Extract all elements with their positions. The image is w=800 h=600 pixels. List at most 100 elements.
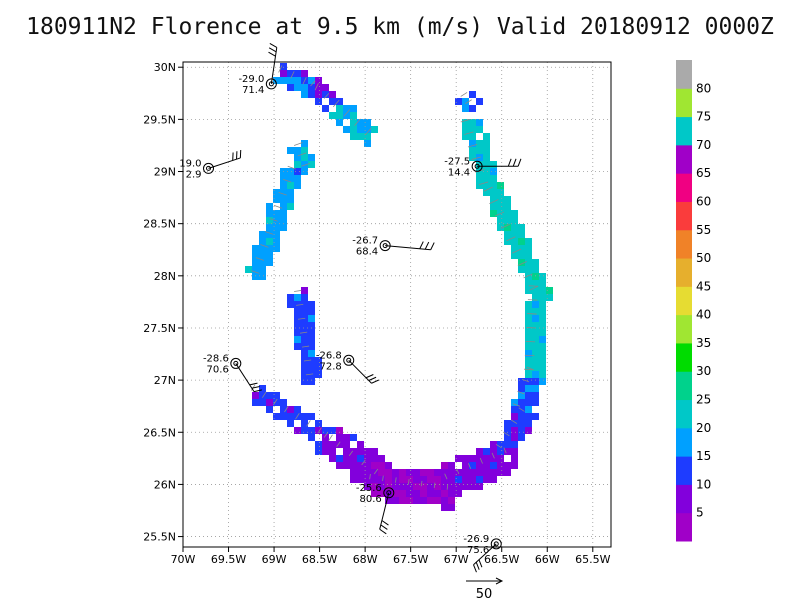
heatmap-cell (448, 504, 455, 511)
wind-arrow (460, 118, 470, 123)
station-marker-inner (205, 165, 211, 171)
station-marker-inner (346, 357, 352, 363)
colorbar-label: 80 (696, 81, 711, 95)
heatmap-cell (497, 189, 504, 196)
wind-arrow (373, 468, 379, 475)
station-barb-flag (249, 382, 258, 386)
heatmap-cell (385, 462, 392, 469)
heatmap-cell (532, 392, 539, 399)
heatmap-cell (350, 133, 357, 140)
x-tick-label: 67W (444, 553, 469, 566)
heatmap-cell (259, 385, 266, 392)
heatmap-cell (441, 462, 448, 469)
heatmap-cell (483, 154, 490, 161)
heatmap-cell (350, 476, 357, 483)
heatmap-cell (483, 175, 490, 182)
heatmap-cell (476, 126, 483, 133)
heatmap-cell (294, 70, 301, 77)
station-rh: 70.6 (207, 364, 229, 375)
wind-arrow (323, 93, 330, 99)
x-tick-label: 67.5W (393, 553, 428, 566)
heatmap-cell (343, 434, 350, 441)
station-barb-flag (380, 524, 388, 530)
heatmap-cell (504, 217, 511, 224)
wind-arrow (478, 181, 489, 185)
colorbar-bin (676, 286, 692, 316)
heatmap-cell (539, 294, 546, 301)
heatmap-cell (273, 77, 280, 84)
heatmap-cell (490, 462, 497, 469)
heatmap-cell (448, 490, 455, 497)
heatmap-cell (252, 392, 259, 399)
heatmap-cell (371, 462, 378, 469)
heatmap-cell (315, 98, 322, 105)
station-barb-flag (473, 564, 477, 573)
colorbar-bin (676, 371, 692, 401)
heatmap-cell (504, 448, 511, 455)
heatmap-cell (469, 119, 476, 126)
heatmap-cell (455, 490, 462, 497)
heatmap-cell (518, 385, 525, 392)
heatmap-cell (532, 378, 539, 385)
wind-arrow (287, 165, 296, 170)
heatmap-cell (525, 259, 532, 266)
station-barb-flag (269, 43, 278, 48)
heatmap-cell (469, 105, 476, 112)
x-tick-label: 65.5W (575, 553, 610, 566)
heatmap-cell (322, 448, 329, 455)
wind-arrow (446, 484, 449, 490)
heatmap-cell (364, 469, 371, 476)
heatmap-cell (413, 483, 420, 490)
station-marker (490, 538, 502, 550)
plot-frame (182, 61, 612, 548)
wind-arrow (521, 378, 530, 383)
heatmap-cell (406, 469, 413, 476)
heatmap-cell (273, 189, 280, 196)
heatmap-cell (301, 378, 308, 385)
heatmap-cell (518, 245, 525, 252)
heatmap-cell (462, 483, 469, 490)
heatmap-cell (511, 441, 518, 448)
heatmap-cell (406, 490, 413, 497)
heatmap-cell (287, 301, 294, 308)
heatmap-cell (315, 420, 322, 427)
heatmap-cell (259, 238, 266, 245)
heatmap-cell (273, 210, 280, 217)
heatmap-cell (301, 308, 308, 315)
heatmap-cell (252, 245, 259, 252)
heatmap-cell (476, 469, 483, 476)
heatmap-cell (322, 441, 329, 448)
heatmap-cell (518, 259, 525, 266)
heatmap-cell (504, 427, 511, 434)
station-barb-flag (512, 158, 517, 167)
colorbar-bin (676, 427, 692, 457)
x-tick-label: 69W (262, 553, 287, 566)
colorbar-label: 60 (696, 194, 711, 208)
wind-arrow (525, 340, 536, 343)
heatmap-cell (322, 91, 329, 98)
heatmap-cell (294, 175, 301, 182)
heatmap-cell (532, 287, 539, 294)
heatmap-cell (315, 427, 322, 434)
heatmap-cell (511, 455, 518, 462)
heatmap-cell (385, 469, 392, 476)
station-rh: 68.4 (356, 247, 378, 258)
heatmap-cell (336, 441, 343, 448)
heatmap-cell (371, 469, 378, 476)
station-temp: 19.0 (179, 158, 201, 169)
station-temp: -29.0 (238, 74, 264, 85)
heatmap-cell (532, 329, 539, 336)
colorbar-bin (676, 229, 692, 259)
heatmap-cell (294, 182, 301, 189)
heatmap-cell (497, 462, 504, 469)
heatmap-cell (294, 168, 301, 175)
wind-arrows (250, 65, 539, 490)
heatmap-cell (532, 357, 539, 364)
heatmap-cell (525, 238, 532, 245)
heatmap-cell (532, 364, 539, 371)
heatmap-cell (357, 462, 364, 469)
heatmap-cell (273, 392, 280, 399)
heatmap-cell (266, 392, 273, 399)
heatmap-cell (378, 455, 385, 462)
wind-arrow (517, 261, 527, 266)
